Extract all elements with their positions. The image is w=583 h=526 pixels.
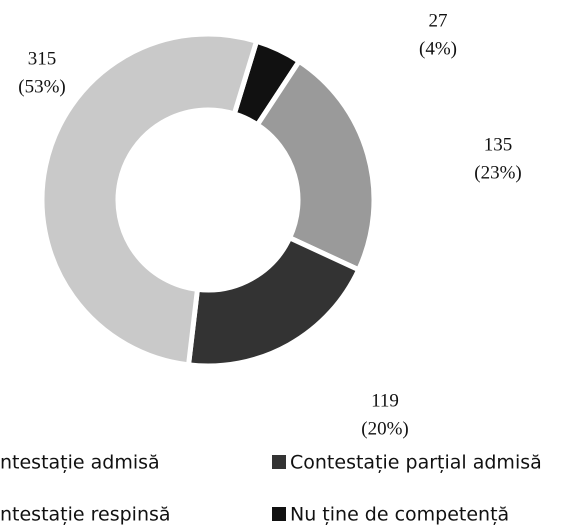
- legend-label: Contestație parțial admisă: [290, 452, 542, 474]
- percent-label: (53%): [18, 76, 65, 97]
- slice: [39, 31, 260, 368]
- percent-label: (4%): [419, 38, 457, 59]
- data-label: 27: [429, 10, 448, 31]
- data-label: 315: [28, 48, 57, 69]
- data-label: 119: [371, 390, 399, 411]
- legend-marker: [272, 455, 286, 469]
- slice: [253, 57, 377, 274]
- percent-label: (23%): [474, 162, 521, 183]
- legend-marker: [272, 507, 286, 521]
- legend-label: ntestație admisă: [0, 452, 160, 474]
- percent-label: (20%): [361, 418, 408, 439]
- slice: [185, 234, 362, 369]
- legend-label: Nu ține de competență: [290, 504, 509, 526]
- data-label: 135: [484, 134, 513, 155]
- legend-label: ntestație respinsă: [0, 504, 171, 526]
